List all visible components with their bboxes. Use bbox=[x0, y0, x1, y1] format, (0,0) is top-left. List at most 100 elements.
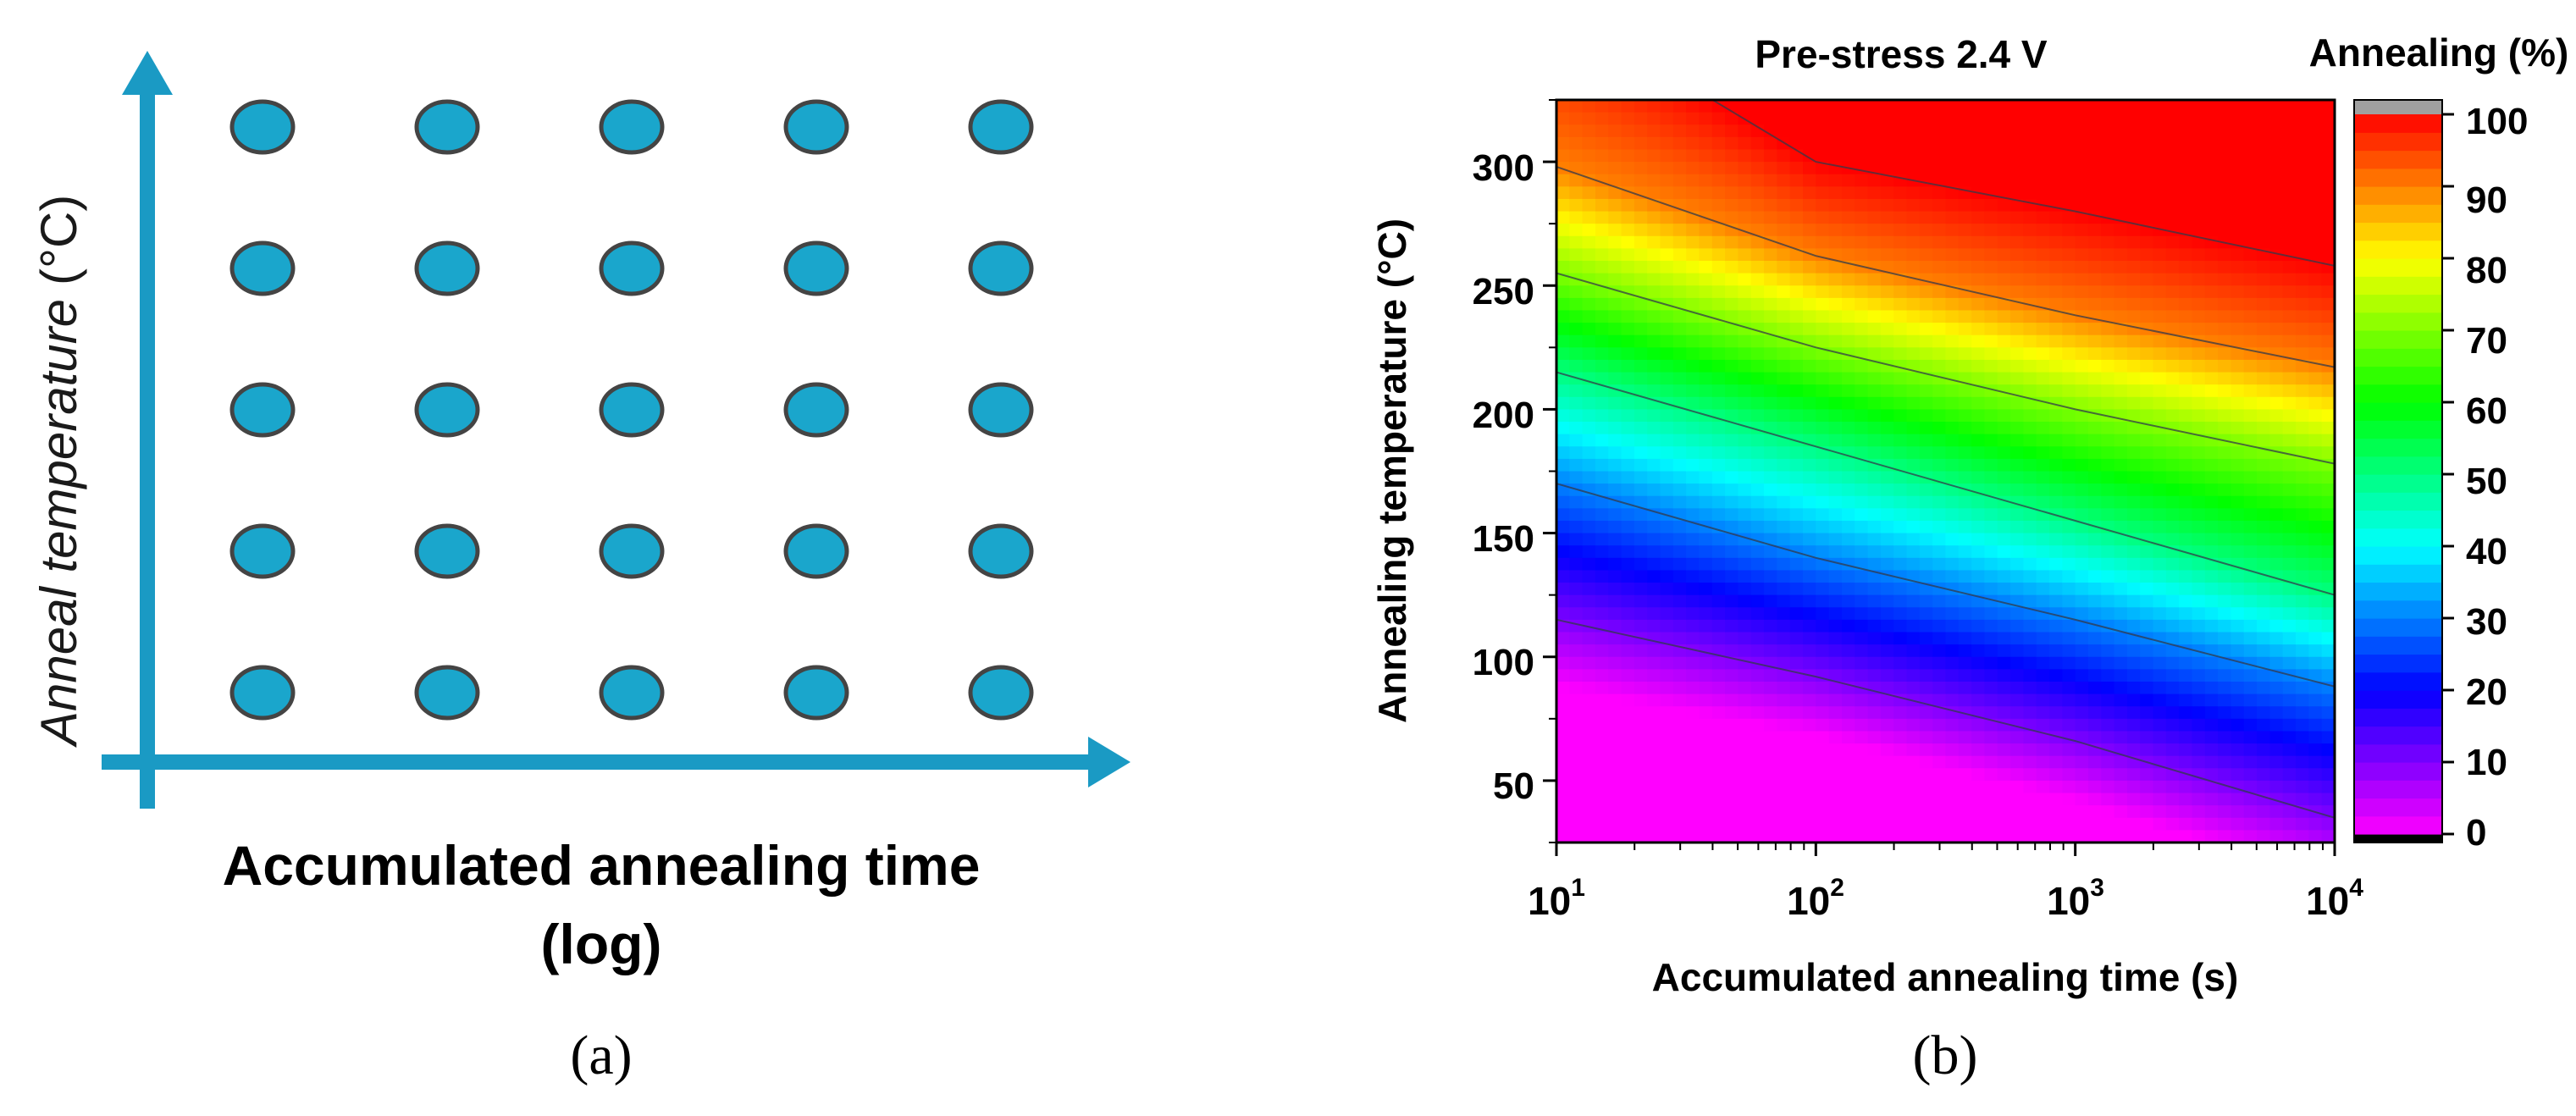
heatmap-cell bbox=[1880, 124, 1895, 138]
heatmap-cell bbox=[1686, 149, 1700, 163]
heatmap-cell bbox=[2243, 359, 2258, 373]
heatmap-cell bbox=[1841, 334, 1856, 349]
heatmap-cell bbox=[2243, 186, 2258, 200]
heatmap-cell bbox=[2140, 273, 2154, 287]
heatmap-cell bbox=[1971, 805, 1986, 819]
heatmap-cell bbox=[1711, 817, 1726, 831]
heatmap-cell bbox=[1789, 359, 1804, 373]
heatmap-cell bbox=[2010, 261, 2025, 274]
heatmap-cell bbox=[1828, 235, 1843, 250]
heatmap-cell bbox=[1725, 607, 1739, 621]
heatmap-cell bbox=[2010, 162, 2025, 175]
heatmap-cell bbox=[2282, 174, 2297, 188]
heatmap-cell bbox=[1867, 755, 1882, 770]
heatmap-cell bbox=[1984, 817, 1998, 831]
heatmap-cell bbox=[1906, 323, 1921, 336]
heatmap-cell bbox=[2010, 483, 2025, 497]
heatmap-cell bbox=[1893, 198, 1908, 213]
heatmap-cell bbox=[2282, 583, 2297, 596]
heatmap-cell bbox=[2218, 805, 2232, 819]
heatmap-cell bbox=[1660, 112, 1674, 126]
heatmap-cell bbox=[1893, 830, 1908, 843]
heatmap-cell bbox=[2087, 508, 2103, 522]
heatmap-cell bbox=[1686, 533, 1700, 546]
heatmap-cell bbox=[1777, 100, 1791, 113]
heatmap-cell bbox=[1569, 273, 1584, 287]
heatmap-cell bbox=[1569, 297, 1584, 312]
heatmap-cell bbox=[1569, 211, 1584, 224]
heatmap-cell bbox=[2101, 422, 2115, 435]
heatmap-cell bbox=[2218, 273, 2232, 287]
heatmap-cell bbox=[1711, 235, 1726, 250]
heatmap-cell bbox=[1569, 124, 1584, 138]
heatmap-cell bbox=[1750, 830, 1765, 843]
heatmap-cell bbox=[2036, 285, 2050, 299]
heatmap-cell bbox=[2308, 830, 2323, 843]
heatmap-cell bbox=[1893, 570, 1908, 583]
heatmap-cell bbox=[2153, 619, 2167, 633]
heatmap-cell bbox=[2218, 396, 2232, 411]
heatmap-cell bbox=[2282, 248, 2297, 262]
heatmap-cell bbox=[1816, 693, 1830, 708]
heatmap-cell bbox=[1556, 136, 1571, 151]
heatmap-cell bbox=[1582, 718, 1596, 732]
heatmap-cell bbox=[2101, 434, 2115, 448]
heatmap-cell bbox=[1816, 434, 1830, 448]
heatmap-cell bbox=[2140, 297, 2154, 312]
heatmap-cell bbox=[1595, 446, 1610, 460]
heatmap-cell bbox=[2101, 483, 2115, 497]
heatmap-cell bbox=[1945, 607, 1960, 621]
heatmap-cell bbox=[1867, 805, 1882, 819]
heatmap-cell bbox=[1660, 162, 1674, 175]
heatmap-cell bbox=[2165, 793, 2180, 806]
colorbar-tick-label: 10 bbox=[2466, 742, 2507, 783]
heatmap-cell bbox=[2101, 112, 2115, 126]
heatmap-cell bbox=[1672, 162, 1687, 175]
heatmap-cell bbox=[2257, 508, 2271, 522]
heatmap-cell bbox=[2321, 323, 2335, 336]
heatmap-cell bbox=[1777, 422, 1791, 435]
heatmap-cell bbox=[1595, 112, 1610, 126]
heatmap-cell bbox=[1984, 458, 1998, 472]
heatmap-cell bbox=[1789, 310, 1804, 323]
heatmap-cell bbox=[1867, 434, 1882, 448]
heatmap-cell bbox=[1711, 136, 1726, 151]
heatmap-cell bbox=[1828, 372, 1843, 385]
heatmap-cell bbox=[2023, 545, 2037, 559]
heatmap-cell bbox=[1699, 644, 1713, 658]
heatmap-cell bbox=[2165, 347, 2180, 361]
heatmap-cell bbox=[2179, 706, 2193, 720]
heatmap-cell bbox=[1906, 112, 1921, 126]
data-point bbox=[783, 382, 849, 438]
heatmap-cell bbox=[2114, 174, 2128, 188]
heatmap-cell bbox=[2257, 545, 2271, 559]
heatmap-cell bbox=[1777, 446, 1791, 460]
heatmap-cell bbox=[1633, 718, 1649, 732]
heatmap-cell bbox=[1750, 632, 1765, 645]
heatmap-cell bbox=[1672, 458, 1687, 472]
heatmap-cell bbox=[2257, 755, 2271, 770]
heatmap-cell bbox=[1647, 248, 1661, 262]
heatmap-cell bbox=[2218, 297, 2232, 312]
heatmap-cell bbox=[2296, 323, 2310, 336]
heatmap-cell bbox=[1608, 520, 1622, 534]
heatmap-cell bbox=[2114, 669, 2128, 682]
heatmap-cell bbox=[1686, 669, 1700, 682]
heatmap-cell bbox=[1945, 162, 1960, 175]
heatmap-cell bbox=[1971, 817, 1986, 831]
heatmap-cell bbox=[2231, 545, 2245, 559]
heatmap-cell bbox=[2192, 669, 2206, 682]
heatmap-cell bbox=[2153, 310, 2167, 323]
heatmap-cell bbox=[1841, 396, 1856, 411]
heatmap-cell bbox=[2062, 471, 2076, 484]
heatmap-cell bbox=[1647, 359, 1661, 373]
heatmap-cell bbox=[2218, 149, 2232, 163]
heatmap-cell bbox=[1880, 669, 1895, 682]
heatmap-cell bbox=[2023, 100, 2037, 113]
heatmap-cell bbox=[1932, 211, 1947, 224]
heatmap-cell bbox=[1672, 174, 1687, 188]
heatmap-cell bbox=[2036, 830, 2050, 843]
heatmap-cell bbox=[1711, 731, 1726, 744]
heatmap-cell bbox=[1841, 458, 1856, 472]
heatmap-cell bbox=[1906, 594, 1921, 609]
